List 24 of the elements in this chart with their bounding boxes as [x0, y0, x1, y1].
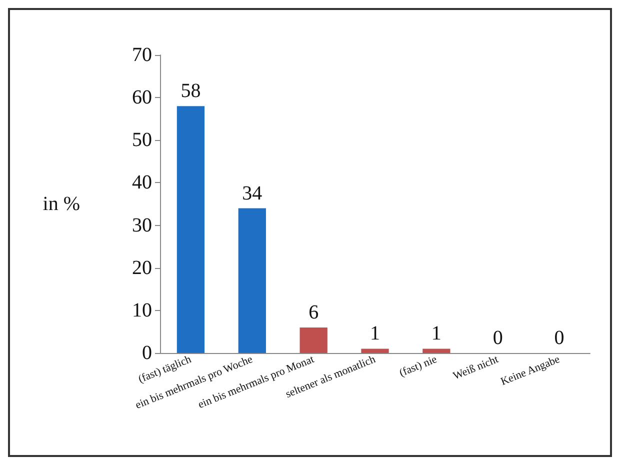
- y-tick-label: 70: [132, 44, 152, 66]
- y-tick-label: 10: [132, 299, 152, 322]
- data-label: 1: [431, 322, 442, 345]
- bar: [422, 348, 450, 353]
- y-tick-label: 40: [132, 172, 152, 194]
- y-tick-label: 50: [132, 129, 152, 152]
- bar: [238, 208, 266, 353]
- bar: [176, 106, 205, 353]
- bar: [361, 348, 389, 353]
- y-tick-label: 0: [142, 342, 152, 364]
- data-label: 0: [492, 327, 503, 349]
- data-label: 6: [308, 301, 319, 324]
- y-tick-label: 60: [132, 86, 152, 109]
- y-axis-title: in %: [42, 193, 80, 215]
- data-label: 58: [180, 80, 201, 102]
- data-label: 0: [554, 327, 564, 349]
- y-tick-label: 30: [132, 214, 152, 236]
- x-tick-label: Keine Angabe: [499, 353, 562, 388]
- x-tick-label: Weiß nicht: [451, 353, 500, 382]
- data-label: 1: [370, 322, 380, 345]
- data-label: 34: [242, 182, 262, 204]
- x-tick-label: (fast) nie: [398, 353, 439, 380]
- y-tick-label: 20: [132, 256, 152, 279]
- bar: [300, 327, 328, 353]
